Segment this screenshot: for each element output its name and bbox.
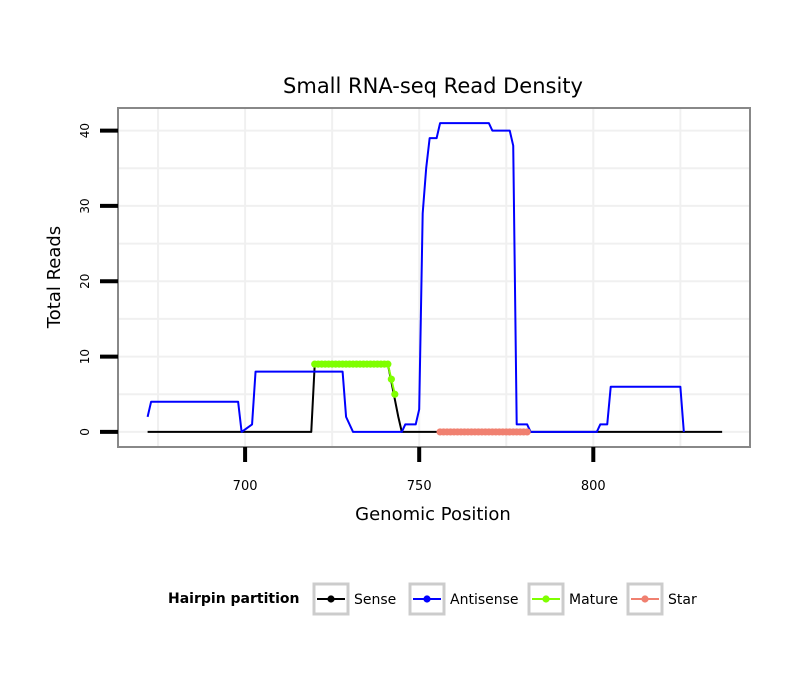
legend-key-point xyxy=(327,595,335,603)
y-tick-label: 0 xyxy=(78,428,92,436)
legend-title: Hairpin partition xyxy=(168,591,299,607)
legend-key-point xyxy=(423,595,431,603)
legend: Hairpin partition Sense Antisense Mature St… xyxy=(168,582,697,616)
legend-label: Mature xyxy=(569,592,618,608)
x-axis-label: Genomic Position xyxy=(355,504,511,525)
x-tick-label: 750 xyxy=(407,479,432,494)
x-tick-label: 700 xyxy=(233,479,258,494)
legend-key-point xyxy=(641,595,649,603)
legend-label: Star xyxy=(668,592,697,608)
chart-title: Small RNA-seq Read Density xyxy=(283,74,583,98)
legend-item-mature: Mature xyxy=(527,582,618,616)
y-tick-label: 30 xyxy=(78,198,92,213)
series-line-mature xyxy=(314,363,396,395)
point-mature xyxy=(391,390,399,398)
point-mature xyxy=(384,360,392,368)
x-axis: 700 750 800 xyxy=(233,447,606,494)
legend-key-point xyxy=(542,595,550,603)
series-layer xyxy=(146,122,723,436)
y-tick-label: 10 xyxy=(78,349,92,364)
y-tick-label: 20 xyxy=(78,274,92,289)
point-mature xyxy=(387,375,395,383)
x-tick-label: 800 xyxy=(581,479,606,494)
panel-border xyxy=(117,107,751,448)
grid xyxy=(118,108,750,447)
series-line-sense xyxy=(147,363,723,433)
legend-label: Antisense xyxy=(450,592,519,608)
plot-panel xyxy=(117,107,751,448)
legend-item-sense: Sense xyxy=(312,582,396,616)
legend-item-antisense: Antisense xyxy=(408,582,519,616)
y-tick-label: 40 xyxy=(78,123,92,138)
legend-item-star: Star xyxy=(626,582,697,616)
y-axis: 0 10 20 30 40 xyxy=(78,123,118,436)
point-star xyxy=(523,428,531,436)
series-line-antisense xyxy=(146,122,685,433)
y-axis-label: Total Reads xyxy=(44,226,65,329)
legend-entries: Sense Antisense Mature Star xyxy=(312,582,697,616)
legend-label: Sense xyxy=(354,592,396,608)
